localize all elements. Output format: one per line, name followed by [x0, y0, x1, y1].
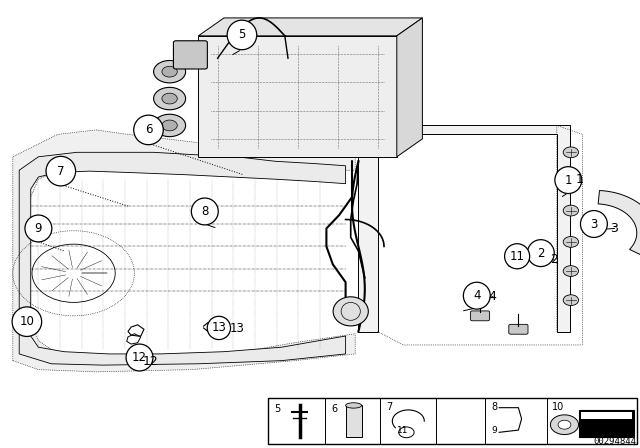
- Text: 6: 6: [145, 123, 152, 137]
- Polygon shape: [198, 18, 422, 36]
- Text: 5: 5: [274, 404, 280, 414]
- Polygon shape: [19, 152, 346, 365]
- Bar: [579, 410, 634, 437]
- Text: 3: 3: [590, 217, 598, 231]
- Text: 2: 2: [550, 253, 557, 267]
- Text: 4: 4: [489, 290, 497, 303]
- Ellipse shape: [580, 211, 607, 237]
- Circle shape: [563, 295, 579, 306]
- Ellipse shape: [12, 307, 42, 336]
- Polygon shape: [13, 130, 355, 372]
- Text: 8: 8: [201, 205, 209, 218]
- Text: 2: 2: [537, 246, 545, 260]
- Polygon shape: [397, 18, 422, 157]
- Circle shape: [563, 205, 579, 216]
- Polygon shape: [358, 125, 570, 332]
- Text: 9: 9: [492, 426, 497, 435]
- Text: 00294844: 00294844: [593, 437, 636, 446]
- Circle shape: [154, 114, 186, 137]
- Circle shape: [563, 266, 579, 276]
- Circle shape: [558, 420, 571, 429]
- Circle shape: [550, 415, 579, 435]
- Text: 6: 6: [332, 404, 338, 414]
- Polygon shape: [598, 190, 640, 257]
- Text: 4: 4: [473, 289, 481, 302]
- Text: 13: 13: [211, 321, 227, 335]
- Text: 1: 1: [564, 173, 572, 187]
- Ellipse shape: [207, 316, 230, 340]
- Text: 7: 7: [57, 164, 65, 178]
- Ellipse shape: [333, 297, 369, 326]
- Text: 9: 9: [35, 222, 42, 235]
- Ellipse shape: [25, 215, 52, 242]
- Circle shape: [563, 237, 579, 247]
- FancyBboxPatch shape: [509, 324, 528, 334]
- Circle shape: [162, 120, 177, 131]
- Text: 7: 7: [386, 402, 392, 412]
- Ellipse shape: [504, 244, 530, 269]
- Circle shape: [154, 87, 186, 110]
- Ellipse shape: [227, 20, 257, 50]
- Text: 8: 8: [492, 402, 498, 412]
- Bar: [346, 405, 362, 437]
- Ellipse shape: [527, 240, 554, 267]
- Text: 12: 12: [143, 355, 158, 368]
- Ellipse shape: [126, 344, 153, 371]
- Text: 13: 13: [229, 322, 244, 336]
- Polygon shape: [198, 36, 397, 157]
- Circle shape: [563, 174, 579, 185]
- Text: 12: 12: [132, 351, 147, 364]
- Text: 1: 1: [575, 172, 583, 186]
- Circle shape: [154, 60, 186, 83]
- Text: 11: 11: [397, 426, 408, 435]
- Text: 5: 5: [238, 28, 246, 42]
- Circle shape: [162, 93, 177, 104]
- Ellipse shape: [46, 156, 76, 186]
- Text: 10: 10: [19, 315, 35, 328]
- FancyBboxPatch shape: [173, 41, 207, 69]
- Ellipse shape: [134, 115, 163, 145]
- FancyBboxPatch shape: [470, 311, 490, 321]
- Bar: [581, 412, 632, 419]
- Bar: [268, 398, 637, 444]
- Ellipse shape: [346, 403, 362, 408]
- Text: 3: 3: [611, 222, 618, 235]
- Text: 11: 11: [509, 250, 525, 263]
- Circle shape: [563, 147, 579, 158]
- Ellipse shape: [555, 167, 582, 194]
- Text: 10: 10: [552, 402, 564, 412]
- Circle shape: [162, 66, 177, 77]
- Ellipse shape: [191, 198, 218, 225]
- Ellipse shape: [463, 282, 490, 309]
